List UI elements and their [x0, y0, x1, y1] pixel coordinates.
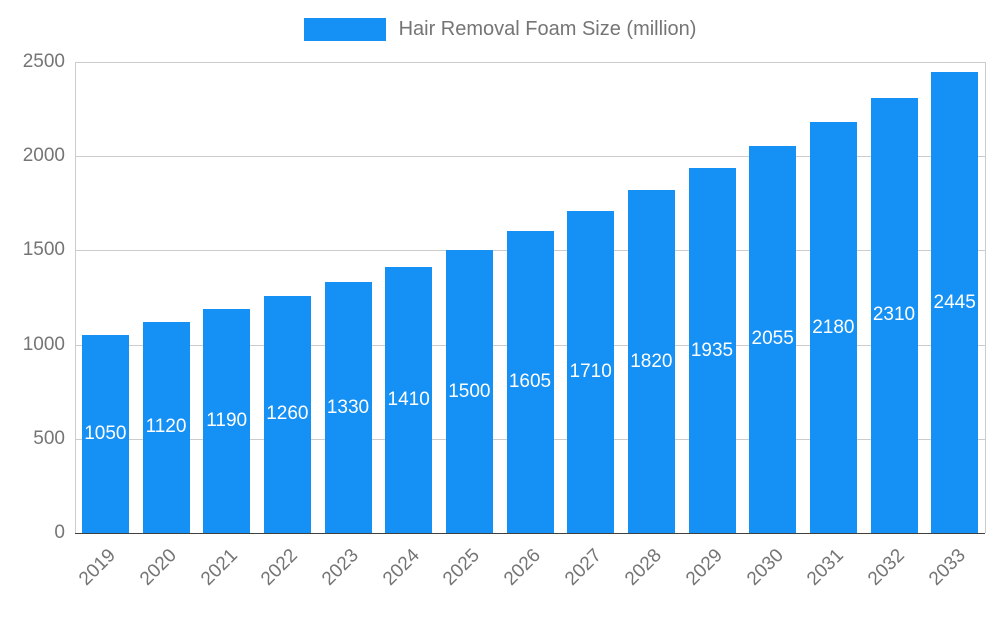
bar-value-label: 2055: [751, 328, 794, 350]
gridline: [75, 156, 985, 158]
bar-value-label: 1605: [508, 370, 552, 392]
bar-2023[interactable]: 1330: [324, 282, 372, 533]
bar-2020[interactable]: 1120: [142, 321, 190, 533]
bar-value-label: 1820: [630, 350, 673, 372]
bar-value-label: 1710: [569, 360, 612, 382]
bar-value-label: 1050: [84, 423, 127, 445]
bar-2032[interactable]: 2310: [870, 97, 918, 533]
y-axis-tick-label: 1000: [22, 333, 65, 355]
y-axis-tick-label: 2500: [22, 51, 65, 72]
bar-value-label: 1260: [266, 403, 309, 425]
bar-2027[interactable]: 1710: [567, 210, 615, 533]
bar-2022[interactable]: 1260: [263, 295, 311, 533]
bar-value-label: 2445: [933, 291, 976, 313]
bar-value-label: 2310: [872, 304, 916, 326]
bar-value-label: 1935: [690, 339, 734, 361]
plot-border-left: [75, 62, 76, 533]
y-axis-tick-label: 1500: [22, 239, 65, 261]
bar-chart: Hair Removal Foam Size (million) 0 500 100…: [0, 18, 1000, 590]
plot-border-right: [985, 62, 986, 533]
bar-value-label: 1500: [448, 380, 491, 402]
y-axis-tick-label: 0: [54, 522, 65, 543]
x-axis-line: [75, 533, 985, 534]
gridline: [75, 62, 985, 63]
bar-value-label: 1330: [326, 396, 370, 418]
bar-value-label: 1120: [145, 416, 187, 438]
legend-label: Hair Removal Foam Size (million): [398, 18, 697, 40]
bar-2033[interactable]: 2445: [931, 72, 979, 533]
y-axis-tick-label: 500: [33, 427, 65, 449]
bar-2019[interactable]: 1050: [81, 335, 129, 533]
bar-2021[interactable]: 1190: [203, 308, 251, 533]
bar-2031[interactable]: 2180: [809, 122, 857, 533]
bar-2029[interactable]: 1935: [688, 168, 736, 533]
bar-2024[interactable]: 1410: [385, 267, 433, 533]
bar-value-label: 2180: [812, 316, 855, 338]
bar-2030[interactable]: 2055: [749, 145, 797, 533]
bar-value-label: 1190: [206, 409, 248, 431]
y-axis-tick-label: 2000: [22, 145, 65, 167]
bar-value-label: 1410: [387, 389, 430, 411]
bar-2026[interactable]: 1605: [506, 230, 554, 533]
bar-2025[interactable]: 1500: [445, 250, 493, 533]
legend-swatch: [303, 18, 386, 41]
bar-2028[interactable]: 1820: [627, 190, 675, 533]
legend[interactable]: Hair Removal Foam Size (million): [0, 18, 1000, 41]
